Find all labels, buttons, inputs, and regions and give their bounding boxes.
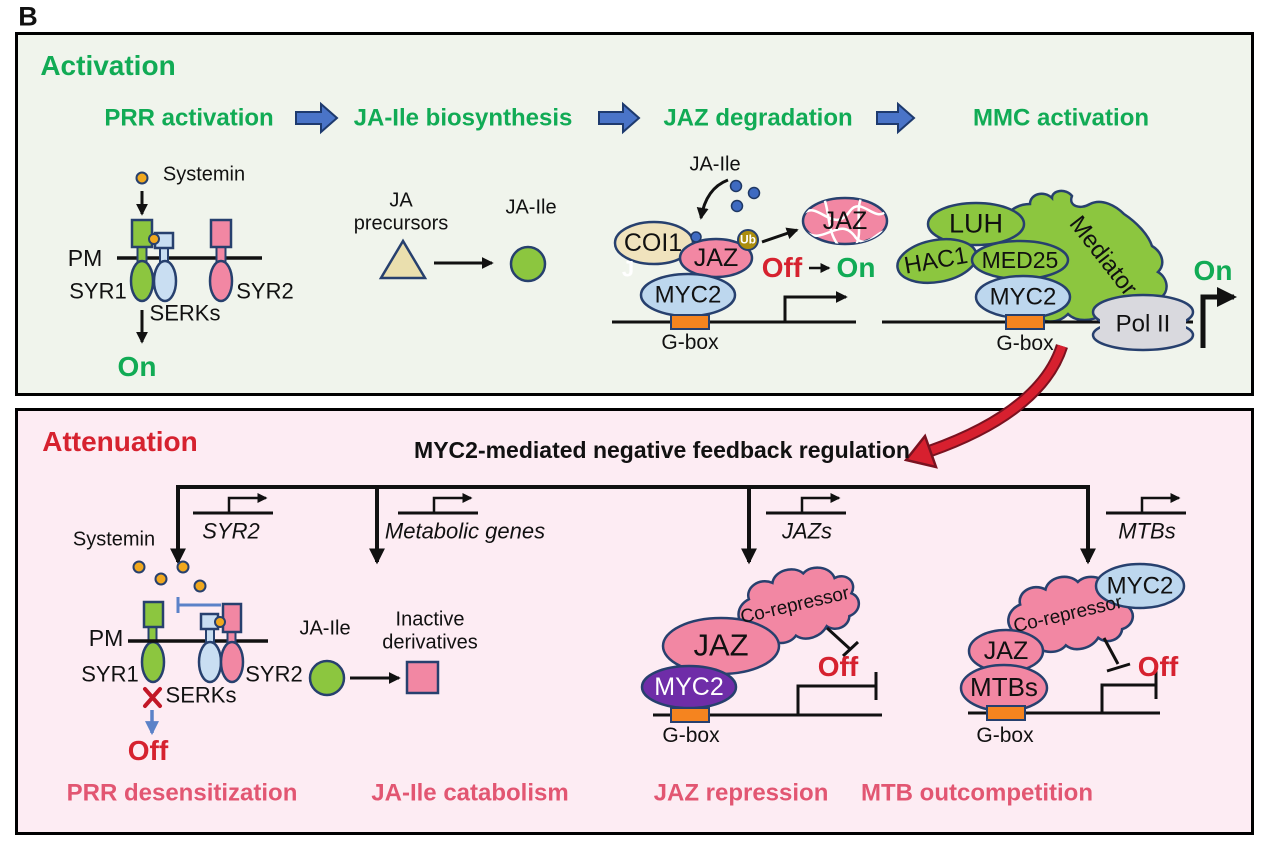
attenuation-panel <box>15 408 1254 835</box>
activation-panel <box>15 32 1254 396</box>
figure-label: B <box>18 1 38 32</box>
